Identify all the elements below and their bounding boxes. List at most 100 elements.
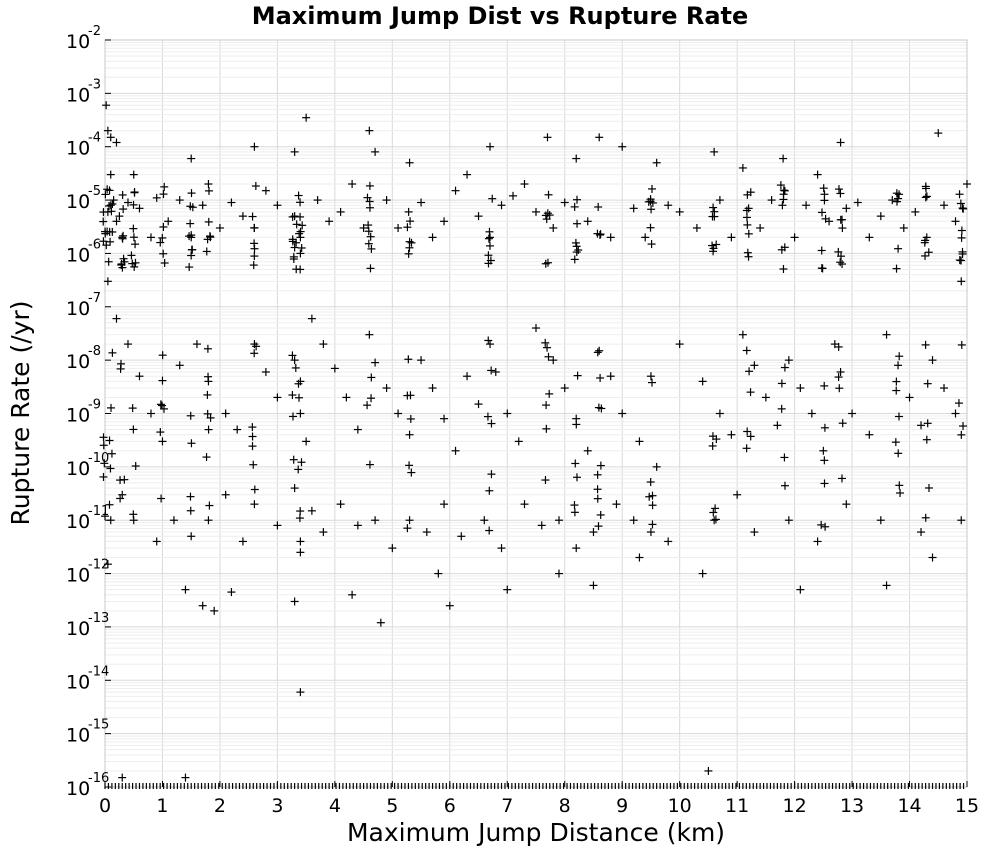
data-point xyxy=(957,233,966,242)
data-points xyxy=(99,101,971,782)
data-point xyxy=(704,766,713,775)
data-point xyxy=(290,356,299,365)
data-point xyxy=(118,490,127,499)
data-point xyxy=(837,252,846,261)
data-point xyxy=(921,340,930,349)
data-point xyxy=(100,459,109,468)
data-point xyxy=(250,485,259,494)
data-point xyxy=(836,367,845,376)
data-point xyxy=(152,537,161,546)
data-point xyxy=(606,372,615,381)
data-point xyxy=(440,414,449,423)
data-point xyxy=(363,193,372,202)
data-point xyxy=(250,349,259,358)
data-point xyxy=(709,508,718,517)
data-point xyxy=(129,510,138,519)
data-point xyxy=(394,223,403,232)
y-tick-base: 10 xyxy=(66,31,90,53)
data-point xyxy=(364,239,373,248)
data-point xyxy=(618,409,627,418)
data-point xyxy=(187,189,196,198)
data-point xyxy=(250,142,259,151)
y-tick-exponent: -5 xyxy=(88,184,101,199)
data-point xyxy=(129,224,138,233)
data-point xyxy=(261,186,270,195)
data-point xyxy=(296,249,305,258)
data-point xyxy=(738,163,747,172)
data-point xyxy=(117,259,126,268)
data-point xyxy=(842,204,851,213)
data-point xyxy=(645,492,654,501)
data-point xyxy=(698,377,707,386)
data-point xyxy=(106,403,115,412)
data-point xyxy=(954,399,963,408)
y-tick-exponent: -13 xyxy=(88,611,109,626)
data-point xyxy=(106,201,115,210)
data-point xyxy=(675,340,684,349)
data-point xyxy=(157,401,166,410)
data-point xyxy=(348,180,357,189)
data-point xyxy=(295,393,304,402)
data-point xyxy=(130,188,139,197)
y-tick-exponent: -9 xyxy=(88,398,101,413)
data-point xyxy=(175,361,184,370)
data-point xyxy=(116,476,125,485)
data-point xyxy=(958,204,967,213)
data-point xyxy=(103,277,112,286)
data-point xyxy=(118,234,127,243)
data-point xyxy=(917,528,926,537)
data-point xyxy=(158,376,167,385)
data-point xyxy=(319,528,328,537)
data-point xyxy=(128,259,137,268)
data-point xyxy=(187,439,196,448)
data-point xyxy=(485,486,494,495)
data-point xyxy=(249,460,258,469)
data-point xyxy=(417,356,426,365)
data-point xyxy=(956,199,965,208)
data-point xyxy=(289,252,298,261)
data-point xyxy=(158,437,167,446)
data-point xyxy=(778,201,787,210)
x-tick-label: 7 xyxy=(501,795,513,817)
data-point xyxy=(187,532,196,541)
data-point xyxy=(596,510,605,519)
data-point xyxy=(366,264,375,273)
data-point xyxy=(733,490,742,499)
data-point xyxy=(296,409,305,418)
y-tick-label: 10-6 xyxy=(66,237,101,266)
data-point xyxy=(186,506,195,515)
data-point xyxy=(892,386,901,395)
data-point xyxy=(543,133,552,142)
data-point xyxy=(99,433,108,442)
x-axis-label: Maximum Jump Distance (km) xyxy=(347,818,725,847)
data-point xyxy=(520,500,529,509)
data-point xyxy=(959,422,968,431)
data-point xyxy=(570,255,579,264)
y-tick-base: 10 xyxy=(66,458,90,480)
y-tick-base: 10 xyxy=(66,565,90,587)
data-point xyxy=(221,409,230,418)
data-point xyxy=(648,491,657,500)
y-tick-labels: 10-1610-1510-1410-1310-1210-1110-1010-91… xyxy=(66,24,109,800)
data-point xyxy=(921,513,930,522)
y-tick-base: 10 xyxy=(66,298,90,320)
data-point xyxy=(99,237,108,246)
data-point xyxy=(541,259,550,268)
data-point xyxy=(428,233,437,242)
data-point xyxy=(296,688,305,697)
x-tick-label: 10 xyxy=(668,795,692,817)
data-point xyxy=(403,524,412,533)
data-point xyxy=(876,516,885,525)
data-point xyxy=(750,528,759,537)
data-point xyxy=(542,215,551,224)
x-tick-label: 13 xyxy=(840,795,864,817)
data-point xyxy=(742,206,751,215)
data-point xyxy=(541,476,550,485)
data-point xyxy=(837,474,846,483)
data-point xyxy=(776,181,785,190)
data-point xyxy=(210,606,219,615)
y-tick-label: 10-16 xyxy=(66,771,109,800)
data-point xyxy=(367,244,376,253)
data-point xyxy=(635,553,644,562)
data-point xyxy=(571,459,580,468)
